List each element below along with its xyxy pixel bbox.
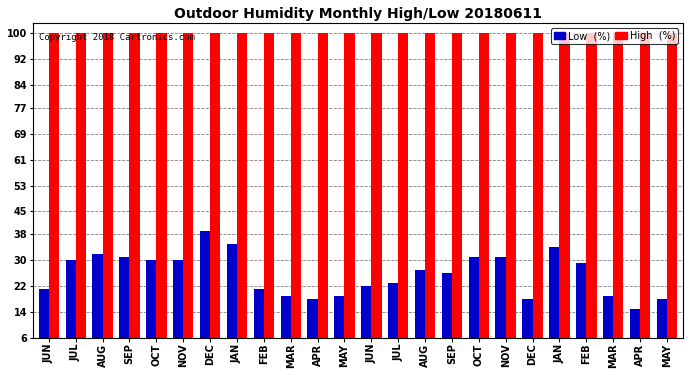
Bar (603, 296, 613, 357)
Bar (317, 33, 328, 357)
Bar (425, 33, 435, 357)
Bar (522, 299, 533, 357)
Bar (200, 231, 210, 357)
Bar (398, 33, 408, 357)
Bar (173, 260, 184, 357)
Bar (549, 247, 560, 357)
Bar (49, 33, 59, 357)
Bar (506, 33, 516, 357)
Bar (92, 254, 103, 357)
Bar (146, 260, 157, 357)
Bar (157, 33, 166, 357)
Bar (442, 273, 452, 357)
Bar (290, 33, 301, 357)
Bar (264, 33, 274, 357)
Bar (657, 299, 667, 357)
Bar (130, 33, 139, 357)
Bar (76, 33, 86, 357)
Text: Copyright 2018 Cartronics.com: Copyright 2018 Cartronics.com (39, 33, 195, 42)
Bar (39, 289, 49, 357)
Bar (254, 289, 264, 357)
Bar (361, 286, 371, 357)
Title: Outdoor Humidity Monthly High/Low 20180611: Outdoor Humidity Monthly High/Low 201806… (174, 7, 542, 21)
Bar (452, 33, 462, 357)
Bar (66, 260, 76, 357)
Bar (307, 299, 317, 357)
Bar (237, 33, 247, 357)
Bar (560, 33, 570, 357)
Bar (184, 33, 193, 357)
Bar (119, 257, 130, 357)
Bar (640, 33, 650, 357)
Bar (103, 33, 113, 357)
Bar (415, 270, 425, 357)
Bar (495, 257, 506, 357)
Bar (613, 33, 623, 357)
Bar (576, 263, 586, 357)
Bar (388, 283, 398, 357)
Bar (667, 33, 677, 357)
Bar (344, 33, 355, 357)
Bar (630, 309, 640, 357)
Bar (281, 296, 290, 357)
Bar (227, 244, 237, 357)
Bar (586, 33, 597, 357)
Bar (334, 296, 344, 357)
Bar (210, 33, 220, 357)
Bar (469, 257, 479, 357)
Legend: Low  (%), High  (%): Low (%), High (%) (551, 28, 678, 44)
Bar (479, 33, 489, 357)
Bar (533, 33, 543, 357)
Bar (371, 33, 382, 357)
